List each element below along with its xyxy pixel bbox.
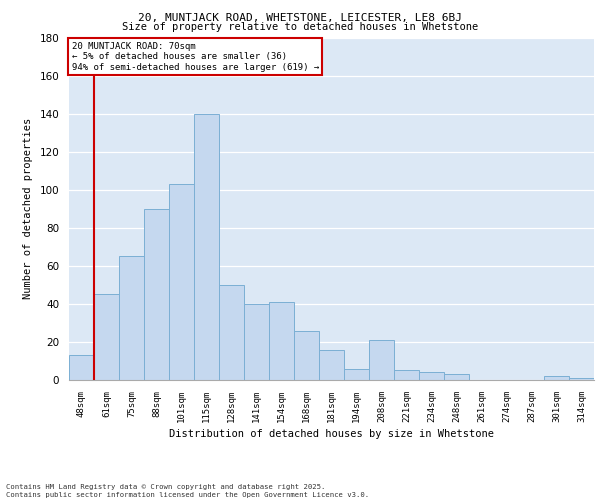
Bar — [444, 374, 469, 380]
Text: 20, MUNTJACK ROAD, WHETSTONE, LEICESTER, LE8 6BJ: 20, MUNTJACK ROAD, WHETSTONE, LEICESTER,… — [138, 12, 462, 22]
Bar — [94, 294, 119, 380]
X-axis label: Distribution of detached houses by size in Whetstone: Distribution of detached houses by size … — [169, 429, 494, 439]
Bar — [269, 302, 294, 380]
Bar — [194, 114, 219, 380]
Bar — [419, 372, 444, 380]
Text: Size of property relative to detached houses in Whetstone: Size of property relative to detached ho… — [122, 22, 478, 32]
Bar — [244, 304, 269, 380]
Bar — [319, 350, 344, 380]
Bar — [544, 376, 569, 380]
Text: 20 MUNTJACK ROAD: 70sqm
← 5% of detached houses are smaller (36)
94% of semi-det: 20 MUNTJACK ROAD: 70sqm ← 5% of detached… — [71, 42, 319, 72]
Text: Contains HM Land Registry data © Crown copyright and database right 2025.
Contai: Contains HM Land Registry data © Crown c… — [6, 484, 369, 498]
Bar — [69, 356, 94, 380]
Bar — [344, 368, 369, 380]
Bar — [569, 378, 594, 380]
Bar — [119, 256, 144, 380]
Bar — [219, 285, 244, 380]
Y-axis label: Number of detached properties: Number of detached properties — [23, 118, 32, 300]
Bar — [144, 209, 169, 380]
Bar — [294, 330, 319, 380]
Bar — [169, 184, 194, 380]
Bar — [369, 340, 394, 380]
Bar — [394, 370, 419, 380]
